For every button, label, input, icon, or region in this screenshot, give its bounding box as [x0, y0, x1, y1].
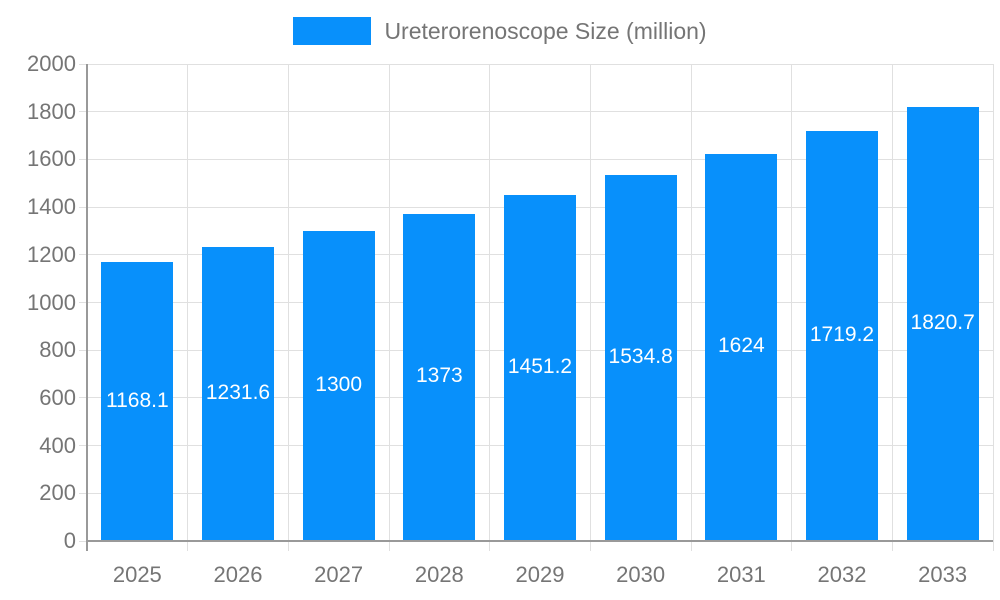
gridline-vertical: [690, 64, 692, 551]
gridline-horizontal: [79, 63, 993, 65]
gridline-vertical: [589, 64, 591, 551]
gridline-vertical: [187, 64, 189, 551]
y-tick-label: 1200: [27, 241, 76, 267]
y-tick-label: 1600: [27, 146, 76, 172]
y-tick-label: 1800: [27, 98, 76, 124]
x-tick-label: 2027: [314, 562, 364, 587]
x-tick-label: 2028: [414, 562, 464, 587]
bar[interactable]: [906, 106, 979, 541]
gridline-vertical: [891, 64, 893, 551]
gridline-vertical: [489, 64, 491, 551]
y-tick-label: 1400: [27, 194, 76, 220]
gridline-vertical: [388, 64, 390, 551]
x-tick-label: 2025: [112, 562, 162, 587]
y-tick-label: 0: [63, 528, 76, 553]
x-tick-label: 2029: [515, 562, 565, 587]
bar[interactable]: [101, 262, 174, 541]
x-axis-line: [87, 540, 993, 542]
bar[interactable]: [302, 230, 375, 541]
y-tick-label: 2000: [27, 51, 76, 76]
legend[interactable]: Ureterorenoscope Size (million): [0, 15, 1000, 47]
x-tick-label: 2026: [213, 562, 263, 587]
bar[interactable]: [202, 247, 274, 541]
x-tick-label: 2032: [817, 562, 867, 587]
y-tick-label: 800: [39, 337, 76, 363]
y-tick-label: 200: [39, 480, 76, 506]
gridline-horizontal: [79, 111, 993, 113]
bar[interactable]: [604, 174, 677, 541]
y-axis-tick: [79, 540, 87, 542]
bar[interactable]: [403, 213, 476, 541]
y-tick-label: 600: [39, 384, 76, 410]
gridline-vertical: [992, 64, 994, 551]
legend-label: Ureterorenoscope Size (million): [384, 17, 707, 44]
x-tick-label: 2030: [616, 562, 666, 587]
legend-swatch: [293, 17, 372, 45]
y-axis-line: [86, 64, 88, 551]
y-tick-label: 400: [39, 432, 76, 458]
x-tick-label: 2033: [918, 562, 968, 587]
x-tick-label: 2031: [716, 562, 766, 587]
gridline-vertical: [287, 64, 289, 551]
y-tick-label: 1000: [27, 289, 76, 315]
bar[interactable]: [504, 194, 576, 541]
bar[interactable]: [806, 130, 878, 541]
bar[interactable]: [705, 153, 778, 541]
gridline-vertical: [791, 64, 793, 551]
gridline-horizontal: [79, 158, 993, 160]
